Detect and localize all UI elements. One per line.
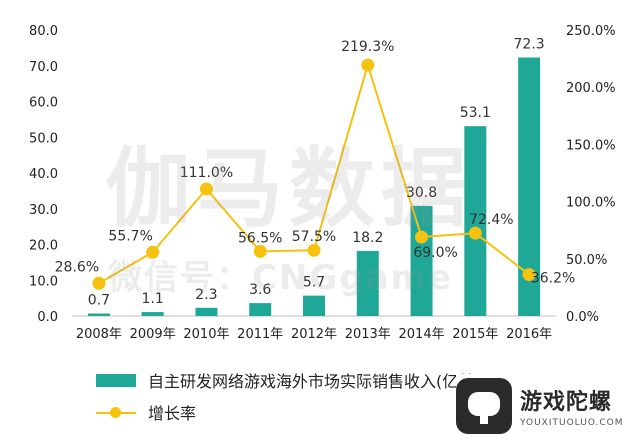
y-left-tick-label: 10.0 [29,274,58,289]
y-right-tick-label: 50.0% [566,253,607,268]
bar [195,307,218,316]
bar-data-label: 1.1 [142,291,164,307]
y-left-tick-label: 0.0 [37,310,58,325]
bar-data-label: 2.3 [195,287,217,303]
bar-data-label: 72.3 [514,37,545,53]
bar [249,303,272,316]
line-data-label: 219.3% [341,39,394,55]
line-point [468,226,482,240]
line-point [146,245,160,259]
x-tick-label: 2014年 [399,327,445,342]
legend-swatch-line [96,406,136,419]
line-data-label: 111.0% [180,165,233,181]
legend-label-bar: 自主研发网络游戏海外市场实际销售收入(亿美元) [148,372,497,391]
y-left-tick-label: 70.0 [29,60,58,75]
line-point [415,230,429,244]
bar [464,126,487,316]
line-data-label: 28.6% [55,259,99,275]
y-right-tick-label: 200.0% [566,81,616,96]
line-point [253,244,267,258]
legend-item-line: 增长率 [96,400,196,424]
y-left-tick-label: 60.0 [29,96,58,111]
bar-data-label: 3.6 [249,282,271,298]
bar [303,295,325,316]
brand-logo: 游戏陀螺 YOUXITUOLUO.COM [456,374,632,438]
legend-item-bar: 自主研发网络游戏海外市场实际销售收入(亿美元) [96,368,497,392]
legend-label-line: 增长率 [148,404,197,423]
brand-url: YOUXITUOLUO.COM [520,418,624,428]
line-data-label: 36.2% [531,271,575,287]
bar [87,313,110,316]
y-right-tick-label: 250.0% [566,24,616,39]
line-point [361,58,375,72]
bar-data-label: 5.7 [303,275,325,291]
line-point [307,243,321,257]
y-left-tick-label: 30.0 [29,203,58,218]
bar-data-label: 0.7 [88,292,110,308]
line-data-label: 56.5% [238,230,282,246]
y-right-tick-label: 0.0% [566,310,599,325]
x-tick-label: 2016年 [506,327,552,342]
y-right-tick-label: 150.0% [566,138,616,153]
line-data-label: 55.7% [108,228,152,244]
bar-data-label: 30.8 [406,185,437,201]
line-data-label: 69.0% [413,245,457,261]
x-tick-label: 2013年 [345,327,391,342]
x-tick-label: 2010年 [183,327,229,342]
bar-data-label: 53.1 [460,105,491,121]
x-tick-label: 2011年 [237,327,283,342]
x-tick-label: 2012年 [291,327,337,342]
legend-swatch-bar [96,373,136,387]
line-data-label: 57.5% [292,229,336,245]
bar [410,205,433,316]
x-tick-label: 2008年 [76,327,122,342]
brand-name: 游戏陀螺 [520,390,613,415]
x-tick-label: 2015年 [452,327,498,342]
bar-data-label: 18.2 [352,230,383,246]
y-left-tick-label: 20.0 [29,239,58,254]
line-point [92,276,106,290]
bar [356,250,379,316]
y-left-tick-label: 40.0 [29,167,58,182]
line-data-label: 72.4% [469,212,513,228]
line-point [199,182,213,196]
x-tick-label: 2009年 [130,327,176,342]
bar [141,312,164,316]
y-right-tick-label: 100.0% [566,196,616,211]
bar [518,57,541,317]
y-left-tick-label: 50.0 [29,131,58,146]
y-left-tick-label: 80.0 [29,24,58,39]
gamepad-icon [456,378,512,434]
line-point [522,268,536,282]
